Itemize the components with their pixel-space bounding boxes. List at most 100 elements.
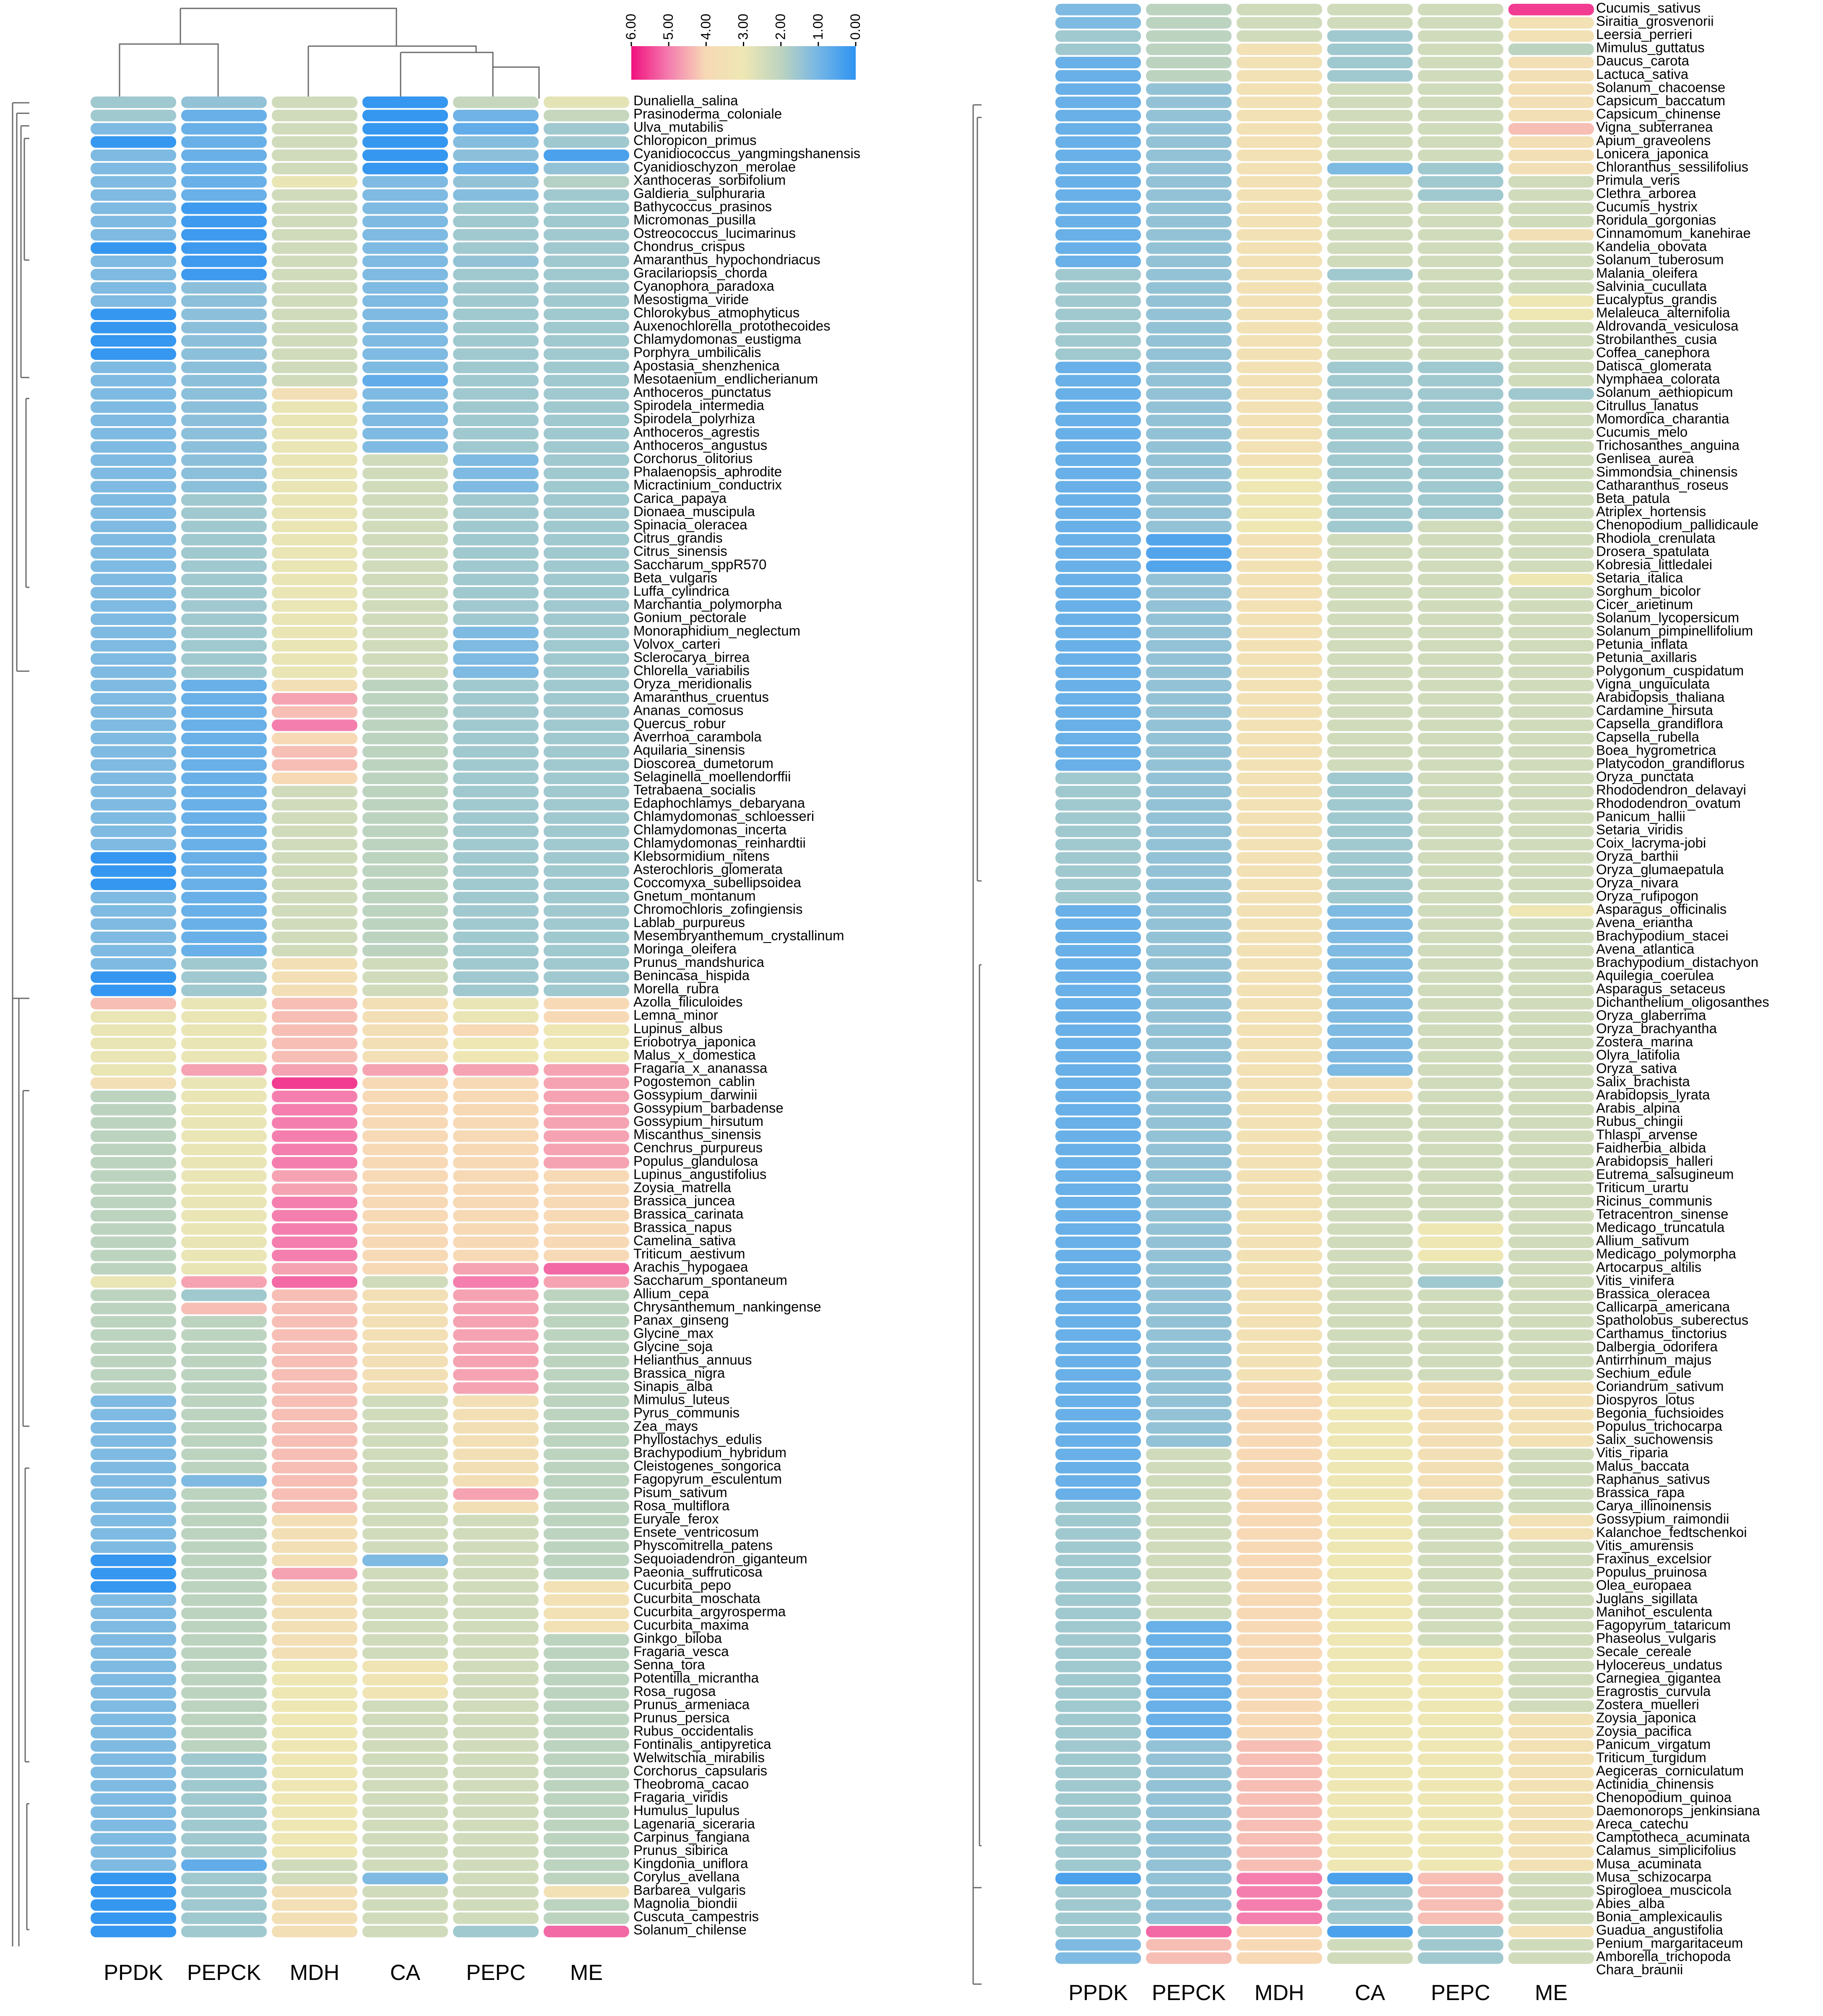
heatmap-cell bbox=[1146, 242, 1232, 254]
heatmap-cell bbox=[1055, 653, 1141, 665]
legend-tick-label: 4.00 bbox=[698, 14, 713, 40]
heatmap-cell bbox=[453, 799, 539, 811]
heatmap-cell bbox=[91, 1236, 176, 1248]
heatmap-cell bbox=[544, 268, 629, 281]
heatmap-cell bbox=[453, 1568, 539, 1580]
row-label: Amaranthus_hypochondriacus bbox=[633, 252, 820, 267]
row-label: Brassica_oleracea bbox=[1596, 1286, 1710, 1301]
heatmap-cell bbox=[272, 693, 357, 705]
row-label: Carya_illinoinensis bbox=[1596, 1498, 1711, 1513]
row-label: Zostera_muelleri bbox=[1596, 1697, 1699, 1712]
heatmap-cell bbox=[1508, 4, 1594, 16]
heatmap-cell bbox=[1508, 826, 1594, 837]
heatmap-cell bbox=[1418, 1594, 1503, 1606]
heatmap-cell bbox=[453, 905, 539, 917]
heatmap-cell bbox=[362, 547, 448, 559]
heatmap-cell bbox=[362, 1024, 448, 1036]
heatmap-cell bbox=[91, 600, 176, 612]
heatmap-cell bbox=[1237, 667, 1322, 678]
heatmap-cell bbox=[1327, 1276, 1413, 1288]
heatmap-cell bbox=[453, 268, 539, 281]
heatmap-cell bbox=[544, 1793, 629, 1805]
heatmap-cell bbox=[1055, 1170, 1141, 1182]
heatmap-cell bbox=[1055, 1422, 1141, 1434]
row-label: Siraitia_grosvenorii bbox=[1596, 13, 1714, 29]
heatmap-cell bbox=[1418, 1077, 1503, 1089]
heatmap-cell bbox=[1508, 428, 1594, 440]
heatmap-cell bbox=[544, 1925, 629, 1938]
row-label: Glycine_max bbox=[633, 1326, 714, 1341]
heatmap-cell bbox=[1508, 1926, 1594, 1938]
heatmap-cell bbox=[453, 1395, 539, 1407]
row-label: Arabidopsis_thaliana bbox=[1596, 689, 1725, 705]
heatmap-cell bbox=[1508, 216, 1594, 228]
heatmap-cell bbox=[1327, 812, 1413, 824]
heatmap-cell bbox=[453, 255, 539, 267]
heatmap-cell bbox=[91, 1091, 176, 1102]
heatmap-cell bbox=[453, 123, 539, 135]
heatmap-cell bbox=[453, 1117, 539, 1129]
row-label: Rhododendron_delavayi bbox=[1596, 782, 1746, 797]
heatmap-cell bbox=[362, 1250, 448, 1261]
heatmap-cell bbox=[453, 746, 539, 758]
heatmap-cell bbox=[1327, 547, 1413, 559]
heatmap-cell bbox=[91, 1660, 176, 1672]
heatmap-cell bbox=[272, 414, 357, 426]
row-label: Morella_rubra bbox=[633, 981, 719, 996]
row-label: Micromonas_pusilla bbox=[633, 212, 756, 227]
heatmap-cell bbox=[1508, 1501, 1594, 1513]
heatmap-cell bbox=[272, 1263, 357, 1275]
heatmap-cell bbox=[1055, 1939, 1141, 1951]
row-label: Oryza_rufipogon bbox=[1596, 888, 1698, 904]
heatmap-cell bbox=[91, 905, 176, 917]
heatmap-cell bbox=[1327, 560, 1413, 572]
heatmap-cell bbox=[1508, 1236, 1594, 1248]
heatmap-cell bbox=[362, 1687, 448, 1699]
heatmap-cell bbox=[1055, 826, 1141, 837]
heatmap-cell bbox=[91, 507, 176, 519]
heatmap-cell bbox=[362, 1793, 448, 1805]
heatmap-cell bbox=[1508, 1833, 1594, 1845]
heatmap-cell bbox=[1418, 892, 1503, 904]
heatmap-cell bbox=[362, 1369, 448, 1381]
heatmap-cell bbox=[362, 998, 448, 1010]
heatmap-cell bbox=[181, 414, 267, 426]
heatmap-cell bbox=[272, 1674, 357, 1685]
heatmap-cell bbox=[91, 1382, 176, 1394]
heatmap-cell bbox=[1327, 1555, 1413, 1566]
heatmap-cell bbox=[1146, 322, 1232, 333]
heatmap-cell bbox=[272, 308, 357, 320]
heatmap-cell bbox=[91, 706, 176, 718]
heatmap-cell bbox=[362, 905, 448, 917]
heatmap-cell bbox=[1508, 1581, 1594, 1593]
heatmap-cell bbox=[1237, 1647, 1322, 1659]
heatmap-cell bbox=[272, 163, 357, 175]
heatmap-cell bbox=[362, 308, 448, 320]
heatmap-cell bbox=[1327, 1356, 1413, 1367]
row-label: Arabidopsis_lyrata bbox=[1596, 1087, 1710, 1102]
row-label: Rubus_chingii bbox=[1596, 1113, 1683, 1129]
heatmap-cell bbox=[453, 1289, 539, 1301]
heatmap-cell bbox=[1327, 17, 1413, 29]
heatmap-cell bbox=[1508, 905, 1594, 917]
heatmap-cell bbox=[181, 216, 267, 227]
heatmap-cell bbox=[453, 587, 539, 599]
heatmap-cell bbox=[1418, 1806, 1503, 1818]
heatmap-cell bbox=[1327, 1197, 1413, 1209]
heatmap-cell bbox=[1418, 1210, 1503, 1222]
row-label: Xanthoceras_sorbifolium bbox=[633, 172, 786, 188]
row-label: Chlamydomonas_schloesseri bbox=[633, 808, 814, 824]
heatmap-cell bbox=[272, 1461, 357, 1474]
heatmap-cell bbox=[1237, 1488, 1322, 1500]
heatmap-cell bbox=[1237, 706, 1322, 718]
heatmap-cell bbox=[272, 1528, 357, 1540]
heatmap-cell bbox=[1418, 693, 1503, 705]
heatmap-cell bbox=[1508, 242, 1594, 254]
heatmap-cell bbox=[1508, 799, 1594, 811]
heatmap-cell bbox=[1146, 229, 1232, 241]
heatmap-cell bbox=[1055, 521, 1141, 532]
heatmap-cell bbox=[1055, 1793, 1141, 1805]
heatmap-cell bbox=[453, 732, 539, 745]
heatmap-cell bbox=[1237, 1952, 1322, 1964]
row-label: Prasinoderma_coloniale bbox=[633, 106, 782, 121]
